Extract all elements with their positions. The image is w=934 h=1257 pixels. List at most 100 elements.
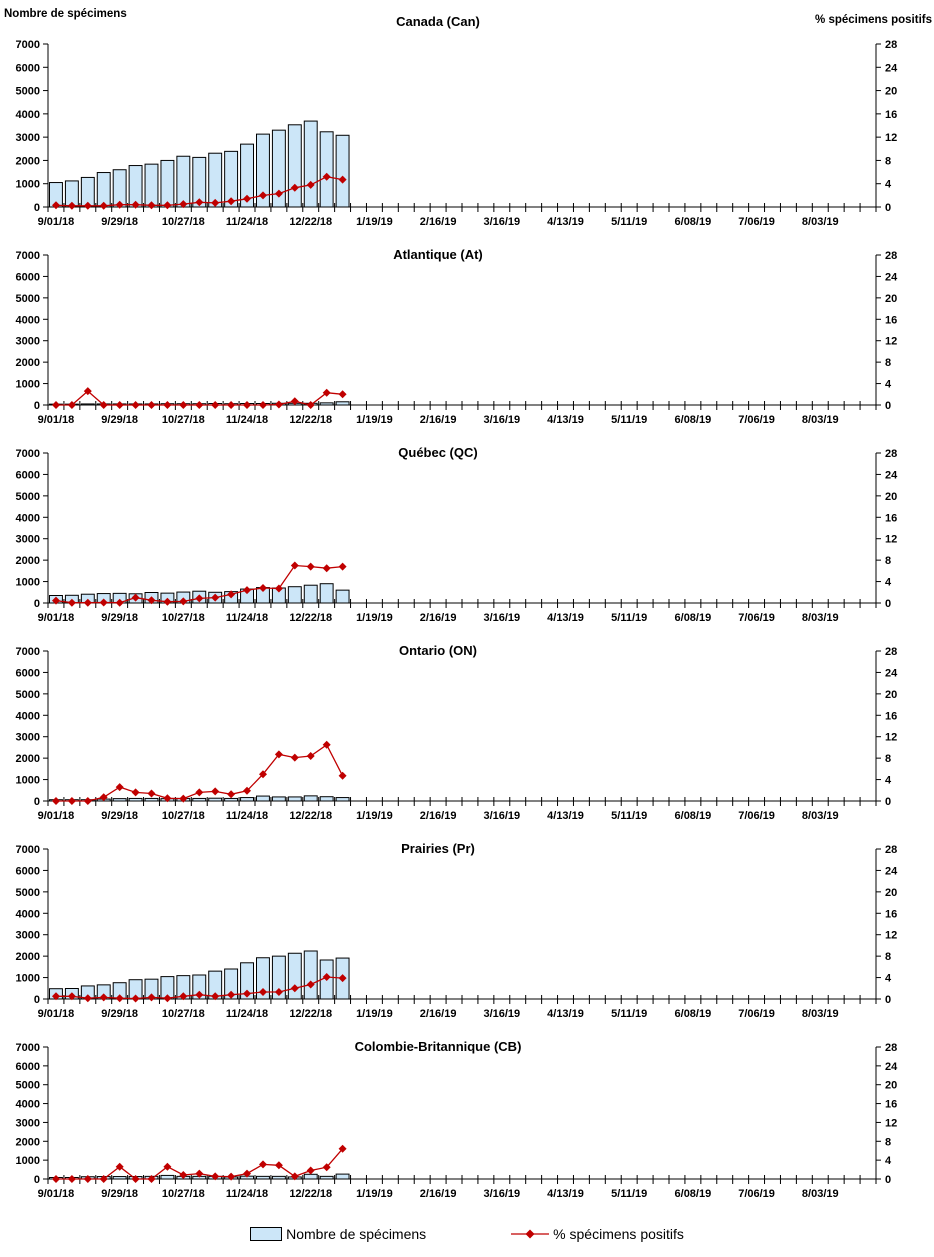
svg-text:12: 12 — [885, 534, 897, 546]
svg-text:1000: 1000 — [16, 775, 40, 787]
svg-text:12: 12 — [885, 1117, 897, 1129]
svg-text:4/13/19: 4/13/19 — [547, 810, 584, 822]
chart-canada: 0 1000 2000 3000 4000 5000 6000 7000 0 4 8 12 16 20 24… — [16, 39, 899, 228]
svg-text:24: 24 — [885, 271, 898, 283]
svg-text:2/16/19: 2/16/19 — [420, 1188, 457, 1200]
svg-text:1000: 1000 — [16, 1155, 40, 1167]
svg-text:20: 20 — [885, 689, 897, 701]
svg-text:4/13/19: 4/13/19 — [547, 1188, 584, 1200]
svg-text:3/16/19: 3/16/19 — [483, 216, 520, 228]
panel-canada: 0 1000 2000 3000 4000 5000 6000 7000 0 4 8 12 16 20 24… — [0, 36, 934, 237]
svg-text:4/13/19: 4/13/19 — [547, 1008, 584, 1020]
svg-text:4/13/19: 4/13/19 — [547, 414, 584, 426]
svg-text:7/06/19: 7/06/19 — [738, 1008, 775, 1020]
svg-text:5/11/19: 5/11/19 — [611, 414, 647, 426]
svg-text:16: 16 — [885, 512, 897, 524]
panel-atlantique: Atlantique (At) 0 1000 2000 3000 4000 5000 600… — [0, 247, 934, 435]
svg-text:10/27/18: 10/27/18 — [162, 216, 205, 228]
svg-text:7/06/19: 7/06/19 — [738, 216, 775, 228]
svg-text:12/22/18: 12/22/18 — [289, 1008, 332, 1020]
svg-text:20: 20 — [885, 1080, 897, 1092]
svg-text:28: 28 — [885, 448, 897, 460]
chart-prairies: 0 1000 2000 3000 4000 5000 6000 7000 0 4 8 12 16 20 24… — [16, 844, 899, 1020]
svg-text:1/19/19: 1/19/19 — [356, 612, 393, 624]
left-axis-title: Nombre de spécimens — [4, 8, 127, 20]
line-diamond-icon — [511, 1229, 550, 1239]
svg-text:20: 20 — [885, 293, 897, 305]
svg-text:7000: 7000 — [16, 1042, 40, 1054]
svg-text:6/08/19: 6/08/19 — [675, 414, 712, 426]
svg-text:3/16/19: 3/16/19 — [483, 810, 520, 822]
chart-title-canada: Canada (Can) — [396, 14, 480, 29]
svg-text:1000: 1000 — [16, 379, 40, 391]
svg-text:2/16/19: 2/16/19 — [420, 414, 457, 426]
svg-text:6000: 6000 — [16, 1061, 40, 1073]
svg-text:0: 0 — [34, 202, 40, 214]
svg-text:0: 0 — [885, 400, 891, 412]
svg-text:16: 16 — [885, 908, 897, 920]
svg-text:7/06/19: 7/06/19 — [738, 810, 775, 822]
svg-text:0: 0 — [885, 796, 891, 808]
svg-text:9/01/18: 9/01/18 — [38, 1188, 75, 1200]
svg-text:5/11/19: 5/11/19 — [611, 1008, 647, 1020]
svg-text:9/01/18: 9/01/18 — [38, 1008, 75, 1020]
legend-label-positifs: % spécimens positifs — [553, 1226, 684, 1242]
svg-text:4000: 4000 — [16, 512, 40, 524]
svg-text:4: 4 — [885, 577, 892, 589]
svg-text:1/19/19: 1/19/19 — [356, 1008, 393, 1020]
svg-text:8/03/19: 8/03/19 — [802, 810, 839, 822]
svg-text:3000: 3000 — [16, 534, 40, 546]
svg-text:4: 4 — [885, 379, 892, 391]
svg-text:8/03/19: 8/03/19 — [802, 216, 839, 228]
svg-text:3/16/19: 3/16/19 — [483, 1008, 520, 1020]
svg-text:12/22/18: 12/22/18 — [289, 810, 332, 822]
svg-text:2/16/19: 2/16/19 — [420, 216, 457, 228]
svg-text:1000: 1000 — [16, 179, 40, 191]
svg-text:1/19/19: 1/19/19 — [356, 810, 393, 822]
svg-text:4/13/19: 4/13/19 — [547, 216, 584, 228]
svg-text:8/03/19: 8/03/19 — [802, 1008, 839, 1020]
svg-text:10/27/18: 10/27/18 — [162, 810, 205, 822]
svg-text:6000: 6000 — [16, 62, 40, 74]
svg-text:28: 28 — [885, 39, 897, 51]
right-axis-title: % spécimens positifs — [815, 14, 932, 26]
svg-text:3/16/19: 3/16/19 — [483, 612, 520, 624]
svg-text:10/27/18: 10/27/18 — [162, 414, 205, 426]
svg-text:0: 0 — [34, 400, 40, 412]
svg-text:2000: 2000 — [16, 951, 40, 963]
svg-text:16: 16 — [885, 109, 897, 121]
svg-text:0: 0 — [34, 994, 40, 1006]
svg-text:12/22/18: 12/22/18 — [289, 1188, 332, 1200]
svg-text:1/19/19: 1/19/19 — [356, 216, 393, 228]
svg-text:16: 16 — [885, 710, 897, 722]
svg-text:8/03/19: 8/03/19 — [802, 612, 839, 624]
svg-text:6000: 6000 — [16, 271, 40, 283]
svg-text:4000: 4000 — [16, 1099, 40, 1111]
svg-text:4000: 4000 — [16, 908, 40, 920]
svg-text:24: 24 — [885, 865, 898, 877]
svg-text:9/01/18: 9/01/18 — [38, 216, 75, 228]
svg-text:12: 12 — [885, 732, 897, 744]
svg-text:6/08/19: 6/08/19 — [675, 612, 712, 624]
svg-text:4: 4 — [885, 1155, 892, 1167]
svg-text:9/29/18: 9/29/18 — [101, 216, 138, 228]
svg-text:20: 20 — [885, 491, 897, 503]
svg-text:0: 0 — [885, 994, 891, 1006]
svg-text:9/29/18: 9/29/18 — [101, 810, 138, 822]
panel-prairies: Prairies (Pr) 0 1000 2000 3000 4000 5000 6000 7… — [0, 841, 934, 1029]
svg-text:5000: 5000 — [16, 86, 40, 98]
svg-text:7000: 7000 — [16, 448, 40, 460]
svg-text:7000: 7000 — [16, 39, 40, 51]
svg-text:4000: 4000 — [16, 710, 40, 722]
svg-text:6000: 6000 — [16, 667, 40, 679]
svg-text:3000: 3000 — [16, 1117, 40, 1129]
page-header: Nombre de spécimens Canada (Can) % spéci… — [0, 0, 934, 36]
svg-text:24: 24 — [885, 469, 898, 481]
svg-text:0: 0 — [34, 598, 40, 610]
svg-text:11/24/18: 11/24/18 — [226, 612, 268, 624]
svg-text:9/29/18: 9/29/18 — [101, 1008, 138, 1020]
svg-text:9/29/18: 9/29/18 — [101, 1188, 138, 1200]
svg-text:5000: 5000 — [16, 689, 40, 701]
svg-text:5000: 5000 — [16, 491, 40, 503]
